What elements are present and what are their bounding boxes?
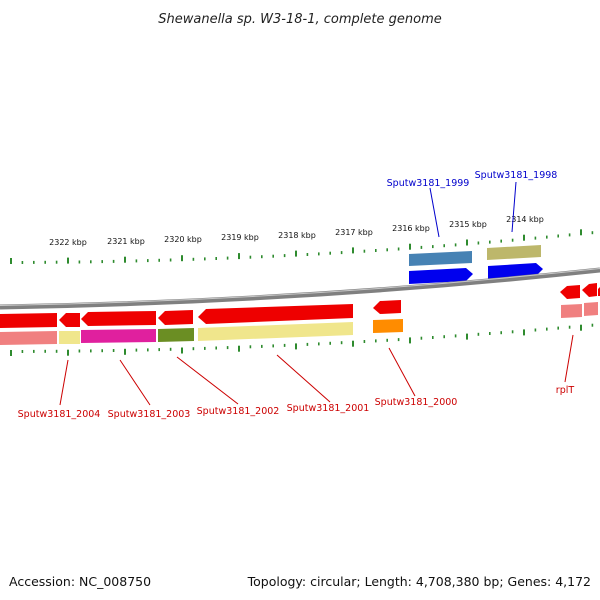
cds-arrow-sputw3181-2003[interactable] bbox=[81, 311, 156, 326]
cog-bar-sputw3181-2000[interactable] bbox=[373, 319, 403, 333]
gene-label-sputw3181-2004[interactable]: Sputw3181_2004 bbox=[18, 409, 101, 420]
forward-cog-track bbox=[409, 245, 541, 266]
cds-arrow-sputw3181-2000[interactable] bbox=[373, 300, 401, 314]
scale-label-2317: 2317 kbp bbox=[335, 228, 373, 237]
gene-label-rplt[interactable]: rplT bbox=[556, 385, 575, 396]
scale-label-2320: 2320 kbp bbox=[164, 235, 202, 244]
leader-rplt bbox=[564, 334, 574, 383]
cog-bar-sputw3181-2001[interactable] bbox=[198, 322, 353, 341]
leader-sputw3181-2001 bbox=[276, 354, 331, 403]
leader-sputw3181-2002 bbox=[176, 356, 239, 405]
cog-bar-rplt-b[interactable] bbox=[584, 302, 598, 316]
cog-bar-left[interactable] bbox=[0, 331, 57, 345]
scale-labels: 2322 kbp 2321 kbp 2320 kbp 2319 kbp 2318… bbox=[49, 215, 544, 247]
cog-bar-sputw3181-1998[interactable] bbox=[487, 245, 541, 260]
scale-label-2315: 2315 kbp bbox=[449, 220, 487, 229]
gene-label-sputw3181-1998[interactable]: Sputw3181_1998 bbox=[475, 170, 558, 181]
cds-arrow-sputw3181-1999[interactable] bbox=[409, 268, 473, 284]
leader-sputw3181-2000 bbox=[388, 347, 416, 397]
inner-ruler bbox=[10, 323, 594, 356]
scale-label-2321: 2321 kbp bbox=[107, 237, 145, 246]
genome-backbone-highlight bbox=[0, 268, 600, 306]
cog-bar-sputw3181-2004[interactable] bbox=[59, 331, 80, 344]
leader-sputw3181-1999 bbox=[429, 187, 440, 238]
cds-arrow-sputw3181-2001[interactable] bbox=[198, 304, 353, 324]
gene-label-sputw3181-2001[interactable]: Sputw3181_2001 bbox=[287, 403, 370, 414]
gene-label-sputw3181-2000[interactable]: Sputw3181_2000 bbox=[375, 397, 458, 408]
cog-bar-sputw3181-1999[interactable] bbox=[409, 251, 472, 266]
cog-bar-sputw3181-2002[interactable] bbox=[158, 328, 194, 342]
leader-sputw3181-2003 bbox=[119, 359, 151, 406]
cds-arrow-sputw3181-2004[interactable] bbox=[59, 313, 80, 327]
cds-arrow-sputw3181-2004-left[interactable] bbox=[0, 313, 57, 328]
genome-backbone bbox=[0, 267, 600, 310]
reverse-cog-track bbox=[0, 302, 598, 345]
leader-sputw3181-2004 bbox=[59, 359, 69, 406]
outer-ruler bbox=[10, 229, 594, 264]
gene-label-sputw3181-1999[interactable]: Sputw3181_1999 bbox=[387, 178, 470, 189]
gene-labels: Sputw3181_1999 Sputw3181_1998 Sputw3181_… bbox=[18, 170, 575, 420]
scale-label-2316: 2316 kbp bbox=[392, 224, 430, 233]
cog-bar-sputw3181-2003[interactable] bbox=[81, 329, 156, 343]
topology-label: Topology: circular; Length: 4,708,380 bp… bbox=[247, 574, 591, 589]
gene-label-sputw3181-2002[interactable]: Sputw3181_2002 bbox=[197, 406, 280, 417]
scale-label-2318: 2318 kbp bbox=[278, 231, 316, 240]
scale-label-2322: 2322 kbp bbox=[49, 238, 87, 247]
cds-arrow-rplt-a[interactable] bbox=[560, 285, 580, 299]
cds-arrow-rplt-b[interactable] bbox=[582, 283, 597, 297]
cds-arrow-sputw3181-2002[interactable] bbox=[158, 310, 193, 325]
scale-label-2314: 2314 kbp bbox=[506, 215, 544, 224]
gene-label-sputw3181-2003[interactable]: Sputw3181_2003 bbox=[108, 409, 191, 420]
map-title: Shewanella sp. W3-18-1, complete genome bbox=[158, 12, 441, 27]
cog-bar-rplt-a[interactable] bbox=[561, 304, 582, 318]
scale-label-2319: 2319 kbp bbox=[221, 233, 259, 242]
label-leaders bbox=[59, 181, 574, 406]
accession-label: Accession: NC_008750 bbox=[9, 574, 151, 589]
leader-sputw3181-1998 bbox=[511, 181, 517, 233]
